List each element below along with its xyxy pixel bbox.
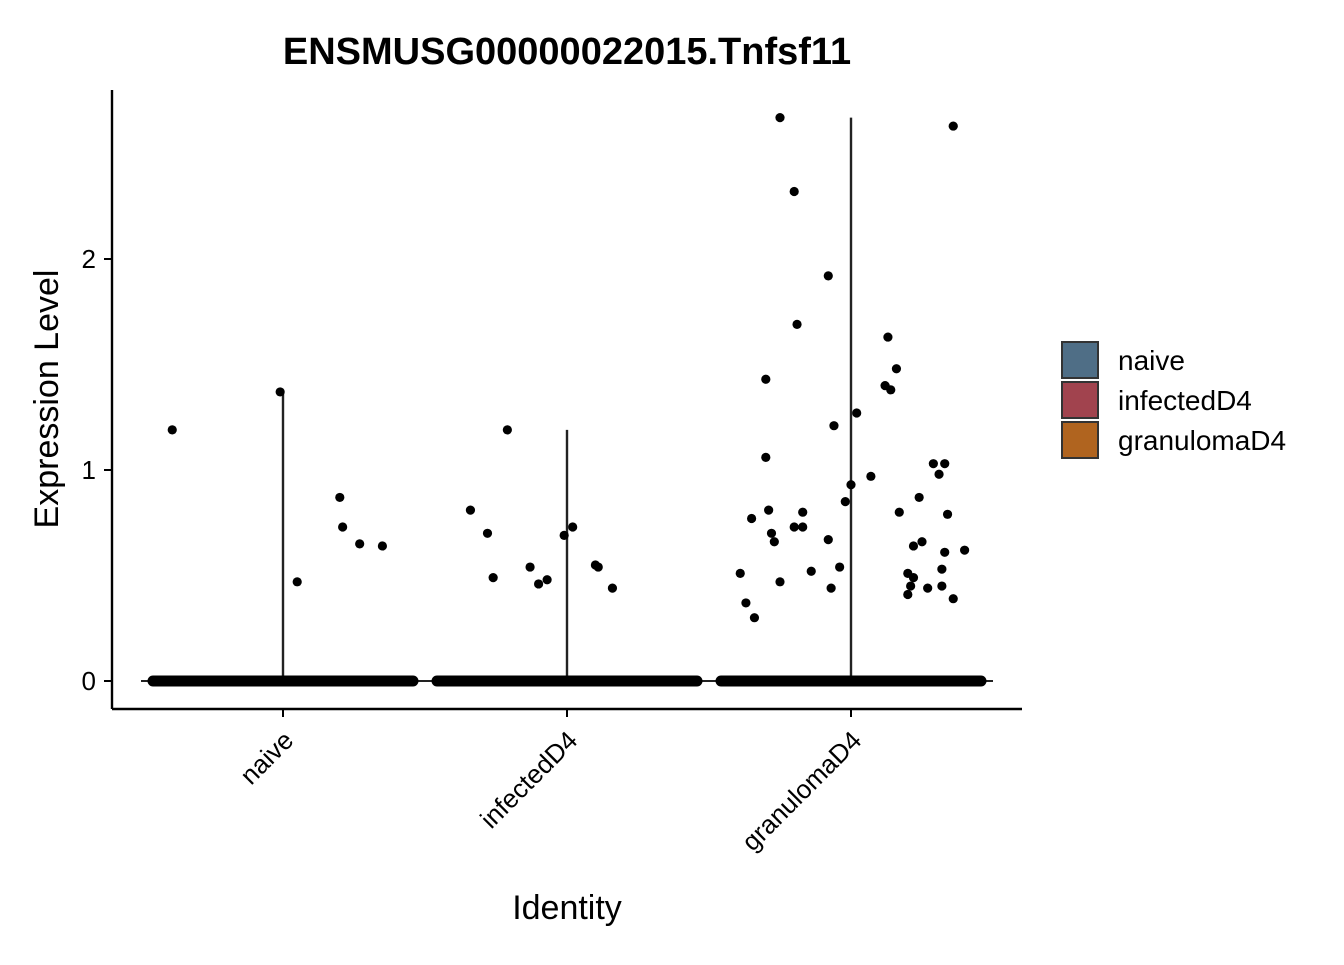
legend-swatch <box>1061 381 1099 419</box>
data-point <box>542 575 552 585</box>
data-point <box>835 562 845 572</box>
data-point <box>482 528 493 538</box>
x-tick-label: naive <box>234 725 299 790</box>
data-point <box>761 374 771 384</box>
data-point <box>559 530 569 541</box>
data-point <box>937 581 947 591</box>
data-point <box>789 522 799 532</box>
x-tick-label: granulomaD4 <box>736 725 868 857</box>
data-point <box>852 408 862 418</box>
x-axis-title: Identity <box>512 889 622 927</box>
legend-swatch <box>1061 421 1099 459</box>
data-point <box>775 577 785 587</box>
data-point <box>488 573 498 583</box>
data-point <box>593 562 603 572</box>
data-point <box>764 505 774 515</box>
data-point <box>749 613 760 623</box>
y-tick-label: 0 <box>82 666 96 696</box>
data-point <box>747 513 757 524</box>
data-point <box>568 522 578 532</box>
data-point <box>806 566 816 576</box>
data-point <box>167 425 177 435</box>
data-point <box>377 541 387 551</box>
data-point <box>886 385 896 395</box>
data-point <box>903 589 913 600</box>
legend-label: naive <box>1118 345 1185 376</box>
y-axis-ticks: 0 1 2 <box>82 244 112 696</box>
data-point <box>928 459 938 469</box>
data-point <box>534 579 544 589</box>
data-point <box>934 469 944 479</box>
data-point <box>948 121 958 131</box>
data-point <box>906 581 916 591</box>
data-point <box>823 271 833 281</box>
data-point <box>866 471 876 481</box>
data-point <box>607 583 618 593</box>
data-point <box>741 598 751 608</box>
data-point <box>908 573 919 583</box>
data-point <box>798 522 808 532</box>
data-point <box>769 537 779 547</box>
data-point <box>917 537 927 547</box>
data-point <box>940 547 950 557</box>
data-point <box>292 577 302 587</box>
y-tick-label: 2 <box>82 244 96 274</box>
data-point <box>940 459 950 469</box>
data-point <box>735 568 745 578</box>
data-point <box>894 507 904 517</box>
data-point <box>792 319 802 330</box>
data-point <box>502 425 512 435</box>
data-point <box>883 332 893 342</box>
x-tick-label: infectedD4 <box>474 725 583 834</box>
legend: naive infectedD4 granulomaD4 <box>1061 341 1286 459</box>
data-point <box>923 583 933 593</box>
y-tick-label: 1 <box>82 455 96 485</box>
data-point <box>789 186 799 197</box>
plot-area <box>141 113 993 687</box>
data-point <box>826 583 836 593</box>
data-point <box>335 492 345 503</box>
data-point <box>775 113 785 123</box>
legend-label: infectedD4 <box>1118 385 1252 416</box>
chart-title: ENSMUSG00000022015.Tnfsf11 <box>283 31 851 73</box>
data-point <box>525 562 535 572</box>
legend-swatch <box>1061 341 1099 379</box>
data-point <box>948 594 958 604</box>
data-point <box>275 387 285 397</box>
data-point <box>914 492 924 503</box>
data-point <box>355 539 365 549</box>
data-point <box>891 364 902 374</box>
data-point <box>338 522 348 532</box>
data-point <box>829 421 839 431</box>
data-point <box>908 541 919 551</box>
data-point <box>465 505 476 515</box>
data-point <box>798 507 808 517</box>
data-point <box>942 509 953 519</box>
data-point <box>937 564 947 574</box>
legend-label: granulomaD4 <box>1118 425 1286 456</box>
data-point <box>761 452 771 462</box>
data-point <box>823 535 833 545</box>
data-point <box>846 480 856 490</box>
data-point <box>766 528 777 538</box>
x-axis-ticks: naive infectedD4 granulomaD4 <box>234 709 867 857</box>
data-point <box>840 497 850 507</box>
y-axis-title: Expression Level <box>28 270 66 529</box>
data-point <box>960 545 970 555</box>
